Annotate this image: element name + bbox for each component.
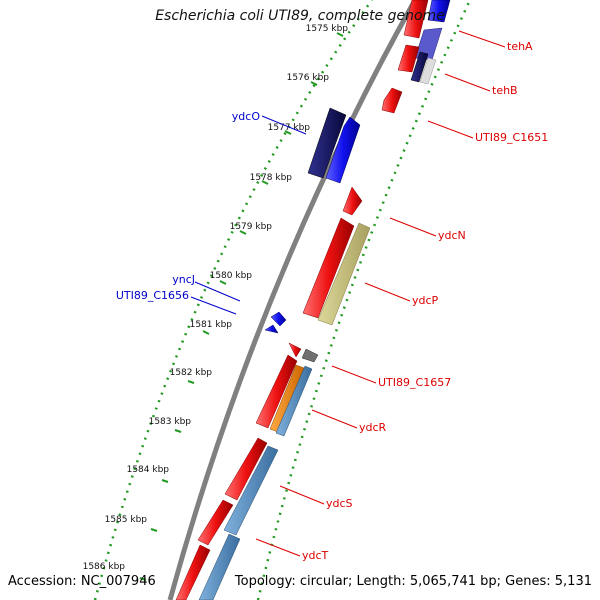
scale-label: 1586 kbp <box>83 562 126 572</box>
leader-line <box>389 217 437 237</box>
gene-feature <box>410 51 429 83</box>
gene-feature <box>427 0 451 23</box>
gene-feature <box>325 116 361 184</box>
accession-label: Accession: NC_007946 <box>8 574 156 589</box>
gene-feature <box>301 348 319 363</box>
scale-label: 1582 kbp <box>170 368 213 378</box>
gene-ydcT <box>198 533 241 600</box>
leader-line <box>255 538 301 557</box>
leader-line <box>190 296 237 315</box>
gene-label-UTI89_C1657: UTI89_C1657 <box>378 376 451 389</box>
scale-label: 1578 kbp <box>250 173 293 183</box>
gene-feature <box>197 499 234 546</box>
scale-label: 1577 kbp <box>268 123 311 133</box>
leader-line <box>458 30 506 48</box>
gene-feature <box>397 44 420 73</box>
leader-line <box>261 115 307 135</box>
leader-line <box>444 73 491 92</box>
leader-line <box>331 365 377 384</box>
gene-feature <box>317 222 371 326</box>
map-title: Escherichia coli UTI89, complete genome <box>155 8 445 24</box>
topology-label: Topology: circular; Length: 5,065,741 bp… <box>234 574 592 589</box>
gene-feature <box>419 57 437 85</box>
scale-ticks <box>139 32 344 581</box>
gene-label-tehB: tehB <box>492 84 518 97</box>
leader-line <box>279 485 325 505</box>
gene-UTI89_C1656 <box>264 324 279 334</box>
leader-line <box>364 282 411 302</box>
leader-line <box>194 281 241 302</box>
gene-feature <box>175 544 211 600</box>
leader-line <box>311 409 358 429</box>
gene-label-ydcT: ydcT <box>302 549 329 562</box>
gene-ydcP <box>302 217 355 319</box>
scale-label: 1585 kbp <box>105 515 148 525</box>
scale-label: 1576 kbp <box>287 73 330 83</box>
gene-label-ydcR: ydcR <box>359 421 387 434</box>
gene-ydcN <box>342 186 363 216</box>
gene-feature <box>275 365 313 437</box>
gene-ydcS <box>224 437 268 501</box>
gene-label-ydcO: ydcO <box>232 110 261 123</box>
outer-scale-track <box>93 0 374 600</box>
gene-label-UTI89_C1651: UTI89_C1651 <box>475 131 548 144</box>
gene-feature <box>223 445 279 536</box>
gene-label-ydcP: ydcP <box>412 294 439 307</box>
leader-line <box>427 120 474 139</box>
scale-label: 1584 kbp <box>127 465 170 475</box>
gene-label-UTI89_C1656: UTI89_C1656 <box>116 289 189 302</box>
gene-feature <box>381 87 403 114</box>
scale-label: 1579 kbp <box>230 222 273 232</box>
gene-feature <box>403 0 429 39</box>
gene-UTI89_C1657 <box>288 342 302 358</box>
gene-yncJ <box>270 311 287 327</box>
scale-label: 1575 kbp <box>306 24 349 34</box>
gene-feature <box>255 354 298 429</box>
scale-label: 1581 kbp <box>190 320 233 330</box>
genome-backbone <box>167 0 418 600</box>
scale-label: 1580 kbp <box>210 271 253 281</box>
gene-label-ydcN: ydcN <box>438 229 466 242</box>
gene-label-ydcS: ydcS <box>326 497 353 510</box>
inner-scale-track <box>256 0 472 600</box>
scale-label: 1583 kbp <box>149 417 192 427</box>
gene-label-yncJ: yncJ <box>172 273 195 286</box>
gene-label-tehA: tehA <box>507 40 533 53</box>
gene-ydcO <box>307 107 347 179</box>
